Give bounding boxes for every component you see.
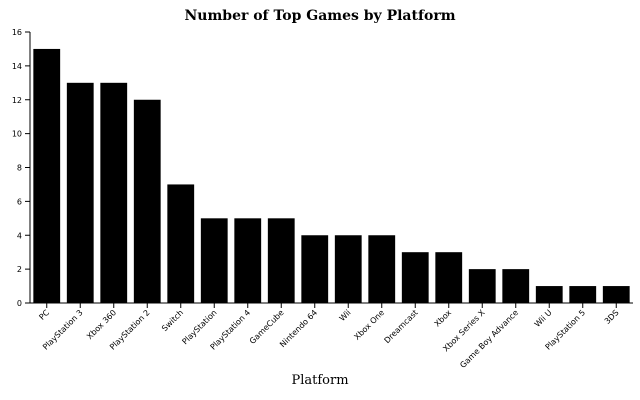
x-tick-label: 3DS: [603, 308, 621, 326]
bar: [267, 218, 295, 303]
y-tick-label: 4: [17, 231, 22, 240]
y-tick-label: 12: [12, 96, 22, 105]
x-tick-label: Wii U: [533, 308, 554, 329]
x-tick-label: Xbox: [433, 308, 454, 329]
chart-title: Number of Top Games by Platform: [184, 8, 455, 24]
x-tick-label: Xbox One: [352, 308, 386, 342]
y-tick-label: 10: [12, 130, 22, 139]
x-tick-label: Dreamcast: [383, 308, 420, 345]
y-tick-label: 0: [17, 299, 22, 308]
bar: [100, 82, 128, 303]
bar: [435, 252, 463, 303]
bar: [569, 286, 597, 303]
x-axis-label: Platform: [291, 373, 348, 388]
bar: [334, 235, 362, 303]
bar: [368, 235, 396, 303]
bar: [200, 218, 228, 303]
y-tick-label: 6: [17, 197, 22, 206]
bar: [502, 269, 530, 303]
bar: [602, 286, 630, 303]
bar: [66, 82, 94, 303]
bar: [401, 252, 429, 303]
bar: [33, 48, 61, 303]
y-tick-label: 16: [12, 28, 22, 37]
bar: [234, 218, 262, 303]
x-tick-label: Xbox 360: [85, 308, 118, 341]
x-tick-label: PC: [37, 308, 51, 322]
y-tick-label: 8: [17, 164, 22, 173]
x-tick-label: Switch: [160, 308, 185, 333]
bar: [535, 286, 563, 303]
y-tick-label: 14: [12, 62, 22, 71]
bar: [468, 269, 496, 303]
bar: [133, 99, 161, 303]
x-tick-label: Wii: [338, 308, 353, 323]
x-tick-label: Game Boy Advance: [458, 308, 520, 370]
y-tick-label: 2: [17, 265, 22, 274]
bar: [167, 184, 195, 303]
bar: [301, 235, 329, 303]
